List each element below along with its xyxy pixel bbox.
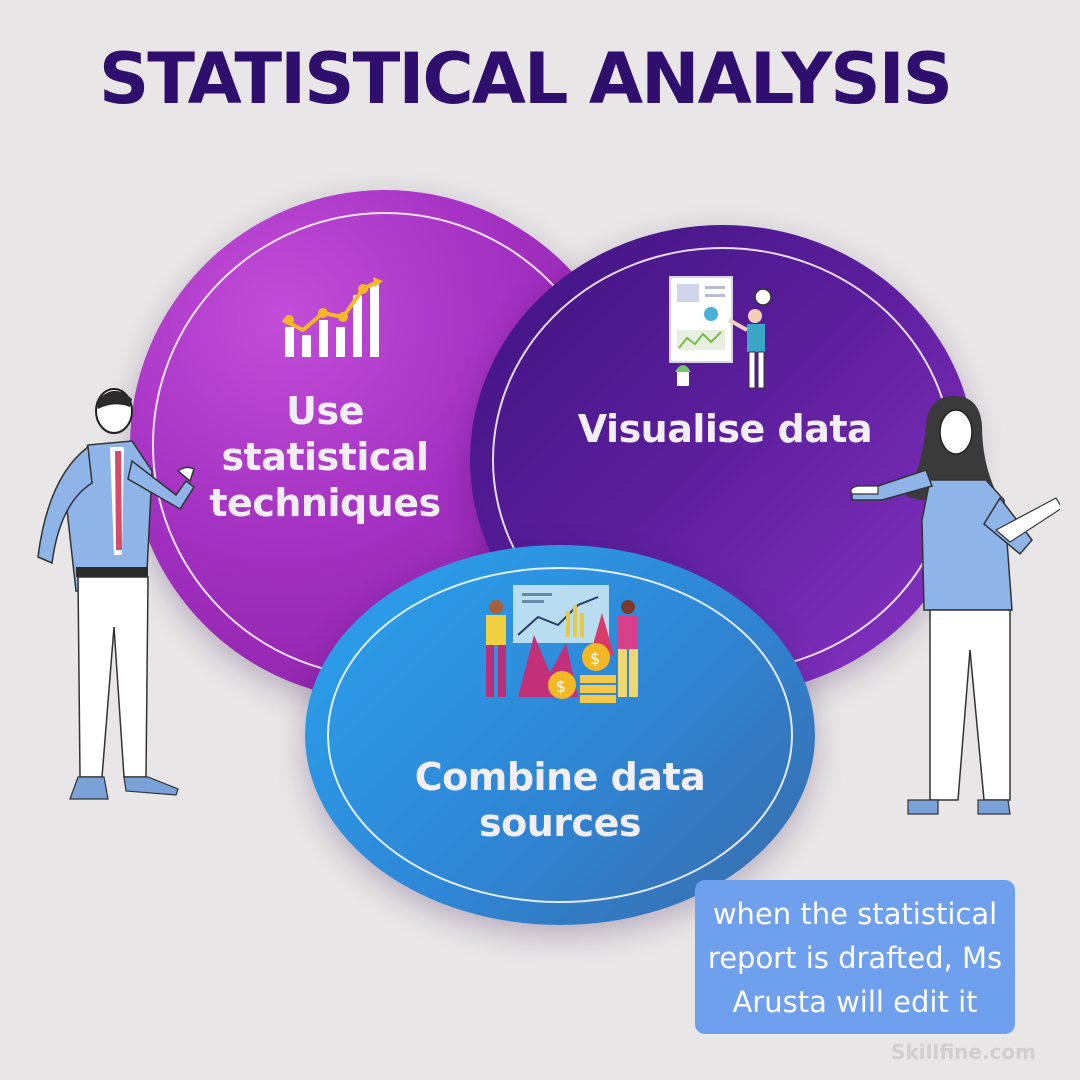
- bar-chart-trend-icon: [282, 277, 383, 357]
- team-finance-chart-icon: $ $: [486, 585, 638, 703]
- watermark: Skillfine.com: [891, 1040, 1036, 1064]
- note-line: Arusta will edit it: [732, 985, 978, 1019]
- label-visualise-data: Visualise data: [560, 406, 890, 452]
- page-title: STATISTICAL ANALYSIS: [98, 38, 953, 120]
- dollar-sign: $: [556, 677, 566, 696]
- label-line: techniques: [209, 481, 441, 525]
- comment-note: when the statistical report is drafted, …: [695, 880, 1015, 1034]
- dollar-sign: $: [590, 649, 600, 668]
- circle-ring: [327, 567, 793, 903]
- presentation-person-icon: [669, 276, 772, 389]
- label-line: sources: [479, 801, 641, 845]
- note-line: report is drafted, Ms: [707, 941, 1003, 975]
- label-combine-data-sources: Combine data sources: [400, 754, 720, 846]
- label-line: Use statistical: [221, 389, 429, 479]
- label-statistical-techniques: Use statistical techniques: [180, 388, 470, 526]
- note-line: when the statistical: [712, 897, 998, 931]
- businesswoman-illustration: [850, 396, 1060, 815]
- businessman-illustration: [37, 388, 196, 800]
- label-line: Combine data: [414, 755, 706, 799]
- label-line: Visualise data: [577, 407, 873, 451]
